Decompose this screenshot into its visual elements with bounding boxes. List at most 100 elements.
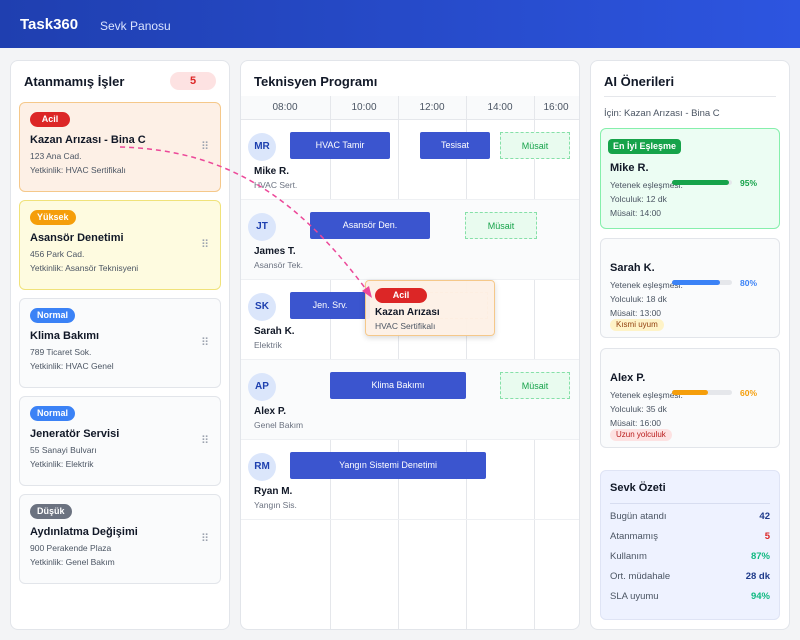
job-title: Aydınlatma Değişimi: [30, 526, 138, 538]
time-label: 08:00: [272, 102, 298, 113]
travel: Yolculuk: 18 dk: [610, 294, 667, 304]
job-address: 55 Sanayi Bulvarı: [30, 445, 97, 455]
task-block[interactable]: Jen. Srv.: [290, 292, 370, 319]
available: Müsait: 14:00: [610, 208, 662, 218]
summary-value: 94%: [750, 591, 770, 602]
priority-badge: Acil: [30, 112, 70, 127]
avatar: MR: [248, 133, 276, 161]
time-label: 10:00: [351, 102, 377, 113]
job-skill: Yetkinlik: HVAC Genel: [30, 361, 114, 371]
match-text: Yetenek eşleşmesi:: [610, 280, 683, 290]
summary-label: Ort. müdahale: [610, 571, 671, 582]
avatar: JT: [248, 213, 276, 241]
summary-label: Bugün atandı: [610, 511, 667, 522]
job-title: Jeneratör Servisi: [30, 428, 120, 440]
drag-handle: ⠿: [201, 435, 209, 447]
travel: Yolculuk: 35 dk: [610, 404, 667, 414]
subtitle: Sevk Panosu: [100, 19, 171, 33]
match-label: 95%: [740, 178, 758, 188]
available-slot[interactable]: Müsait: [465, 212, 537, 239]
tech-role: Asansör Tek.: [254, 260, 303, 270]
summary-card: [600, 470, 780, 620]
tech-role: Yangın Sis.: [254, 500, 297, 510]
available-slot[interactable]: Müsait: [500, 132, 570, 159]
tech-name: Alex P.: [254, 406, 287, 417]
summary-label: Atanmamış: [610, 531, 659, 542]
header: [0, 0, 800, 48]
task-block[interactable]: Tesisat: [420, 132, 490, 159]
drag-handle: ⠿: [201, 533, 209, 545]
panel-title: Teknisyen Programı: [254, 74, 378, 89]
job-address: 123 Ana Cad.: [30, 151, 82, 161]
drag-handle: ⠿: [201, 337, 209, 349]
tech-name: Sarah K.: [254, 326, 295, 337]
job-skill: Yetkinlik: Genel Bakım: [30, 557, 115, 567]
dragged-title: Kazan Arızası: [375, 307, 440, 318]
available: Müsait: 16:00: [610, 418, 662, 428]
tech-role: Elektrik: [254, 340, 282, 350]
summary-title: Sevk Özeti: [610, 482, 666, 494]
travel: Yolculuk: 12 dk: [610, 194, 667, 204]
row: [241, 280, 579, 360]
row: [241, 440, 579, 520]
drag-handle: ⠿: [201, 239, 209, 251]
time-label: 14:00: [487, 102, 513, 113]
job-address: 900 Perakende Plaza: [30, 543, 112, 553]
tech-role: Genel Bakım: [254, 420, 304, 430]
divider: [604, 96, 776, 97]
task-block[interactable]: Yangın Sistemi Denetimi: [290, 452, 486, 479]
match-label: 80%: [740, 278, 758, 288]
available: Müsait: 13:00: [610, 308, 662, 318]
job-skill: Yetkinlik: HVAC Sertifikalı: [30, 165, 126, 175]
job-title: Asansör Denetimi: [30, 232, 124, 244]
summary-value: 5: [764, 531, 770, 542]
tech-name: Mike R.: [610, 162, 649, 174]
avatar: RM: [248, 453, 276, 481]
for-label: İçin: Kazan Arızası - Bina C: [604, 108, 720, 119]
dragged-skill: HVAC Sertifikalı: [375, 321, 436, 331]
job-skill: Yetkinlik: Elektrik: [30, 459, 94, 469]
priority-badge: Düşük: [30, 504, 72, 519]
best-badge: En İyi Eşleşme: [608, 139, 682, 154]
summary-label: SLA uyumu: [610, 591, 659, 602]
job-address: 789 Ticaret Sok.: [30, 347, 92, 357]
time-label: 16:00: [543, 102, 569, 113]
tech-name: James T.: [254, 246, 296, 257]
divider: [610, 503, 770, 504]
match-text: Yetenek eşleşmesi:: [610, 180, 683, 190]
task-block[interactable]: Klima Bakımı: [330, 372, 466, 399]
match-text: Yetenek eşleşmesi:: [610, 390, 683, 400]
priority-badge: Normal: [30, 308, 76, 323]
match-bar: [672, 390, 708, 395]
tech-name: Alex P.: [610, 372, 646, 384]
tech-name: Sarah K.: [610, 262, 655, 274]
priority-badge: Normal: [30, 406, 76, 421]
time-header: [241, 96, 579, 120]
tag: Uzun yolculuk: [610, 429, 672, 441]
match-bar: [672, 280, 720, 285]
summary-value: 42: [759, 511, 770, 522]
match-bar: [672, 180, 729, 185]
count-badge: 5: [170, 72, 216, 90]
tag: Kısmi uyum: [610, 319, 664, 331]
task-block[interactable]: HVAC Tamir: [290, 132, 390, 159]
job-address: 456 Park Cad.: [30, 249, 85, 259]
available-slot[interactable]: Müsait: [500, 372, 570, 399]
task-block[interactable]: Asansör Den.: [310, 212, 430, 239]
panel-title: AI Önerileri: [604, 74, 675, 89]
summary-label: Kullanım: [610, 551, 647, 562]
panel-title: Atanmamış İşler: [24, 74, 125, 89]
tech-name: Ryan M.: [254, 486, 293, 497]
job-title: Klima Bakımı: [30, 330, 100, 342]
row: [241, 120, 579, 200]
summary-value: 28 dk: [745, 571, 770, 582]
job-skill: Yetkinlik: Asansör Teknisyeni: [30, 263, 139, 273]
summary-value: 87%: [750, 551, 770, 562]
tech-role: HVAC Sert.: [254, 180, 298, 190]
job-title: Kazan Arızası - Bina C: [30, 134, 146, 146]
avatar: SK: [248, 293, 276, 321]
time-label: 12:00: [419, 102, 445, 113]
match-label: 60%: [740, 388, 758, 398]
brand: Task360: [20, 16, 79, 33]
